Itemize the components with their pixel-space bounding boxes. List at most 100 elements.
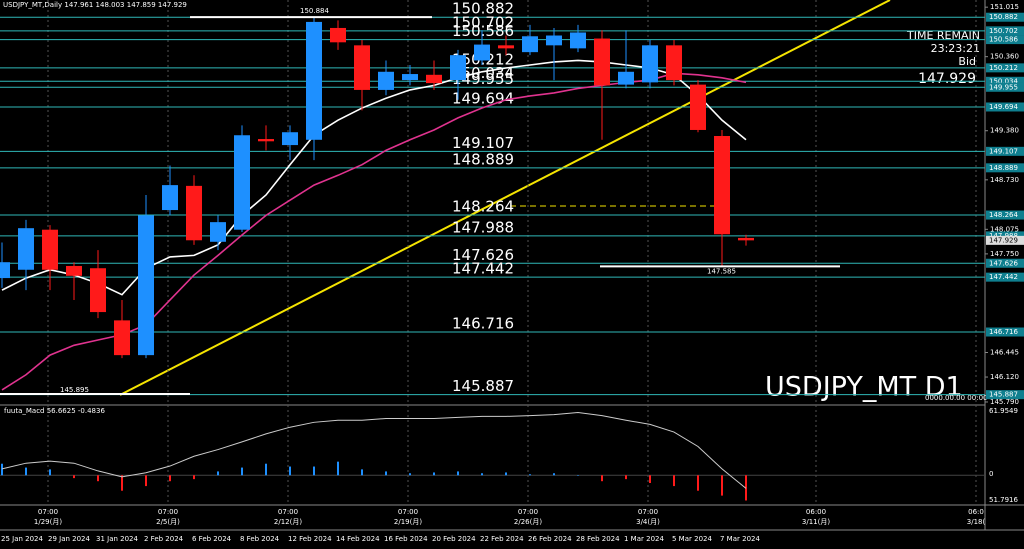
x-tick-label: 2 Feb 2024 (144, 535, 184, 543)
macd-bar (313, 466, 315, 476)
level-box (986, 76, 1024, 86)
macd-bar (73, 475, 75, 479)
level-label: 150.882 (452, 0, 514, 18)
macd-bar (625, 475, 627, 480)
candle-body (402, 74, 418, 81)
y-tick-label: 146.120 (990, 373, 1019, 381)
watermark: USDJPY_MT D1 (765, 372, 963, 403)
x-tick-label: 25 Jan 2024 (1, 535, 44, 543)
candle-body (474, 44, 490, 61)
high: 148.003 (96, 1, 125, 9)
level-label: 149.955 (452, 70, 514, 88)
macd-bar (289, 466, 291, 476)
candle-body (210, 222, 226, 242)
macd-bar (49, 469, 51, 476)
candle-body (642, 45, 658, 83)
candle-body (618, 71, 634, 85)
level-axis-label: 149.107 (989, 147, 1018, 155)
macd-bar (385, 471, 387, 476)
macd-bar (217, 471, 219, 476)
time-label: 07:00 (278, 508, 298, 516)
time-date-label: 2/19(月) (394, 518, 422, 526)
candle-body (18, 228, 34, 270)
y-tick-label: 150.360 (990, 53, 1019, 61)
candle-body (570, 32, 586, 49)
x-tick-label: 28 Feb 2024 (576, 535, 620, 543)
candle-body (282, 132, 298, 146)
close: 147.929 (158, 1, 187, 9)
candle-body (162, 185, 178, 211)
level-axis-label: 150.034 (989, 77, 1018, 85)
candle-body (378, 71, 394, 90)
macd-bar (601, 475, 603, 482)
macd-bar (97, 475, 99, 482)
bid-label: Bid (958, 55, 976, 68)
x-tick-label: 6 Feb 2024 (192, 535, 232, 543)
low-label: 147.585 (707, 267, 736, 275)
level-box (986, 146, 1024, 156)
candle-body (450, 55, 466, 81)
time-date-label: 2/12(月) (274, 518, 302, 526)
level-label: 148.889 (452, 150, 514, 168)
x-tick-label: 12 Feb 2024 (288, 535, 332, 543)
level-axis-label: 150.586 (989, 36, 1018, 44)
level-box (986, 272, 1024, 282)
macd-bar (1, 463, 3, 476)
time-label: 07:00 (158, 508, 178, 516)
time-date-label: 3/11(月) (802, 518, 830, 526)
time-remain: 23:23:21 (931, 42, 980, 55)
candle-body (714, 136, 730, 235)
x-tick-label: 22 Feb 2024 (480, 535, 524, 543)
level-box (986, 12, 1024, 22)
level-label: 149.107 (452, 134, 514, 152)
x-tick-label: 20 Feb 2024 (432, 535, 476, 543)
x-tick-label: 31 Jan 2024 (96, 535, 139, 543)
level-box (986, 102, 1024, 112)
macd-scale-label: 61.9549 (989, 407, 1018, 415)
macd-bar (481, 473, 483, 476)
candle-body (498, 45, 514, 49)
trend-line (119, 0, 891, 396)
time-date-label: 2/5(月) (156, 518, 180, 526)
macd-bar (553, 473, 555, 476)
level-box (986, 327, 1024, 337)
candle-body (522, 36, 538, 53)
level-axis-label: 150.212 (989, 64, 1018, 72)
y-tick-label: 147.750 (990, 250, 1019, 258)
level-axis-label: 150.882 (989, 13, 1018, 21)
macd-bar (193, 475, 195, 480)
candle-body (114, 320, 130, 356)
x-tick-label: 1 Mar 2024 (624, 535, 664, 543)
level-box (986, 210, 1024, 220)
price-axis-label: 147.929 (989, 236, 1018, 244)
time-date-label: 3/4(月) (636, 518, 660, 526)
level-axis-label: 145.887 (989, 391, 1018, 399)
x-tick-label: 5 Mar 2024 (672, 535, 712, 543)
candle-body (666, 45, 682, 81)
time-remain-label: TIME REMAIN (906, 29, 980, 42)
macd-bar (337, 461, 339, 476)
macd-bar (25, 467, 27, 476)
macd-bar (361, 469, 363, 476)
level-axis-label: 146.716 (989, 328, 1018, 336)
level-label: 150.034 (452, 64, 514, 82)
y-tick-label: 148.730 (990, 176, 1019, 184)
macd-bar (121, 475, 123, 491)
candle-body (66, 265, 82, 276)
level-label: 145.887 (452, 377, 514, 395)
macd-bar (433, 472, 435, 476)
price-box (986, 235, 1024, 245)
level-box (986, 26, 1024, 36)
time-date-label: 1/29(月) (34, 518, 62, 526)
time-label: 07:00 (518, 508, 538, 516)
time-label: 07:00 (38, 508, 58, 516)
level-axis-label: 147.442 (989, 273, 1018, 281)
level-axis-label: 148.889 (989, 164, 1018, 172)
macd-bar (673, 475, 675, 487)
macd-scale-label: 51.7916 (989, 496, 1018, 504)
macd-bar (265, 463, 267, 476)
y-tick-label: 146.445 (990, 348, 1019, 356)
level-axis-label: 148.264 (989, 211, 1018, 219)
macd-title: fuuta_Macd 56.6625 -0.4836 (4, 407, 105, 415)
